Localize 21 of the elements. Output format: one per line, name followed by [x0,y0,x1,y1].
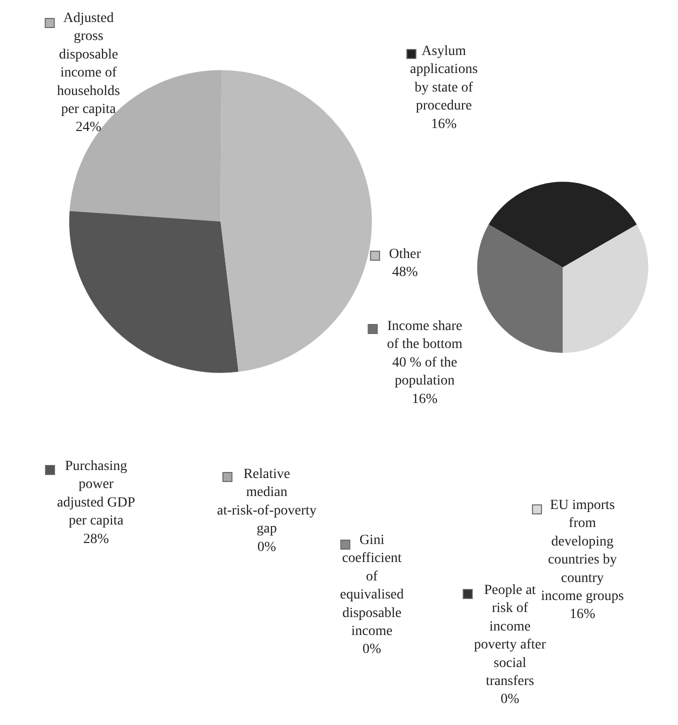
legend-label: EU imports from developing countries by country income groups [541,498,624,604]
data-label: 24% [76,120,102,136]
text: 0% [362,642,382,658]
legend-label: Adjusted gross disposable income of households per capita [57,11,120,117]
text: 0% [257,540,276,555]
pie-slice [562,224,648,353]
legend-label: Purchasing power adjusted GDP per capita [57,459,136,529]
data-label: 16% [570,607,596,622]
legend-label: Gini coefficient of equivalised disposable income [340,533,404,639]
legend-label: Other [389,247,422,262]
data-label: 16% [412,392,438,407]
pie-slice [477,224,563,353]
pie-slice [488,182,637,268]
pie-slice [69,210,238,373]
data-label: 28% [83,532,110,547]
data-label: 48% [392,265,418,280]
text: 0% [500,692,520,708]
legend-label: Asylum applications by state of procedure [410,44,478,114]
legend-label: Relative median at-risk-of-poverty gap [217,467,317,537]
legend-label: Income share of the bottom 40 % of the population [387,319,463,389]
data-label: 16% [430,116,457,132]
